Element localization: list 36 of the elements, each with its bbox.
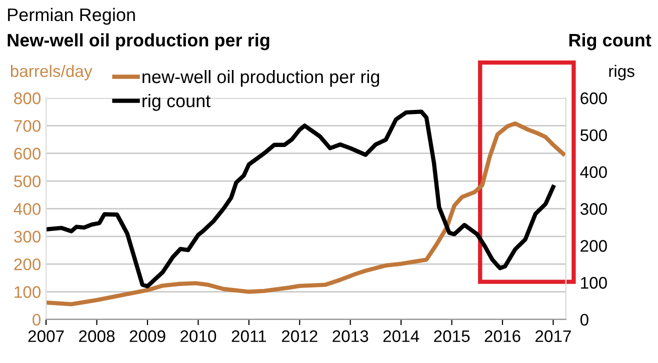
line-series [46,110,556,288]
y-tick-label: 600 [14,148,41,160]
y-tick-label: 500 [14,175,41,188]
y2-tick-label: 100 [581,276,607,289]
x-tick-label: 2017 [536,330,571,342]
x-tick-label: 2016 [484,330,520,342]
x-tick-label: 2008 [79,330,115,342]
x-tick-label: 2012 [282,330,318,342]
y-tick-label: 300 [14,230,41,243]
legend-label: rig count [142,94,210,111]
y2-axis-title: rigs [609,64,634,80]
x-tick-label: 2007 [28,330,64,342]
y-tick-label: 700 [14,120,41,132]
y-tick-label: 400 [14,203,41,215]
x-tick-label: 2011 [232,330,266,342]
y2-tick-label: 600 [580,92,607,104]
y-axis-title: barrels/day [10,64,92,80]
y2-tick-label: 400 [580,166,607,178]
y2-tick-label: 200 [580,240,607,252]
x-tick-label: 2015 [434,330,470,342]
x-tick-label: 2013 [332,330,368,342]
chart-title: New-well oil production per rig [8,33,270,50]
y-tick-label: 200 [14,258,41,270]
line-series [46,121,566,306]
chart-subtitle: Permian Region [8,8,135,25]
x-tick-label: 2009 [130,330,166,342]
y-tick-label: 100 [14,286,41,298]
y2-tick-label: 300 [580,203,607,215]
y2-tick-label: 500 [580,129,607,142]
legend-label: new-well oil production per rig [142,70,380,87]
y2-tick-label: 0 [580,314,588,326]
y-tick-label: 0 [32,314,41,326]
text: Rig count [569,33,652,50]
x-tick-label: 2010 [180,330,216,342]
y-tick-label: 800 [14,92,41,104]
x-tick-label: 2014 [383,330,420,342]
